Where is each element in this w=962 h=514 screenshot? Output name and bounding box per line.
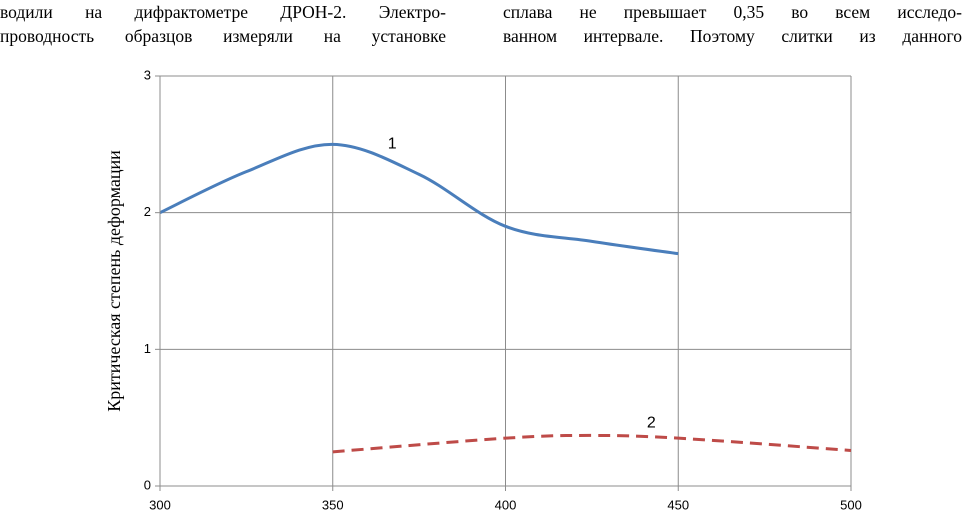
y-tick-label: 0 [144,477,151,492]
x-tick-label: 400 [495,497,517,512]
text-line: проводность образцов измеряли на установ… [0,26,446,46]
y-tick-label: 2 [144,204,151,219]
x-tick-label: 450 [667,497,689,512]
series-label: 2 [647,415,656,432]
series-line [159,142,679,256]
y-tick-label: 1 [144,341,151,356]
x-tick-label: 350 [322,497,344,512]
series-label: 1 [388,136,397,153]
text-line: сплава не превышает 0,35 во всем исследо… [503,2,962,22]
series-line [332,433,852,454]
text-line: водили на дифрактометре ДРОН-2. Электро- [0,2,446,22]
text-column: водили на дифрактометре ДРОН-2. Электро-… [0,0,446,48]
text-column: сплава не превышает 0,35 во всем исследо… [503,0,962,48]
y-tick-label: 3 [144,67,151,82]
y-axis-label: Критическая степень деформации [104,150,124,412]
text-line: ванном интервале. Поэтому слитки из данн… [503,26,962,46]
x-tick-label: 500 [840,497,862,512]
x-tick-label: 300 [149,497,171,512]
